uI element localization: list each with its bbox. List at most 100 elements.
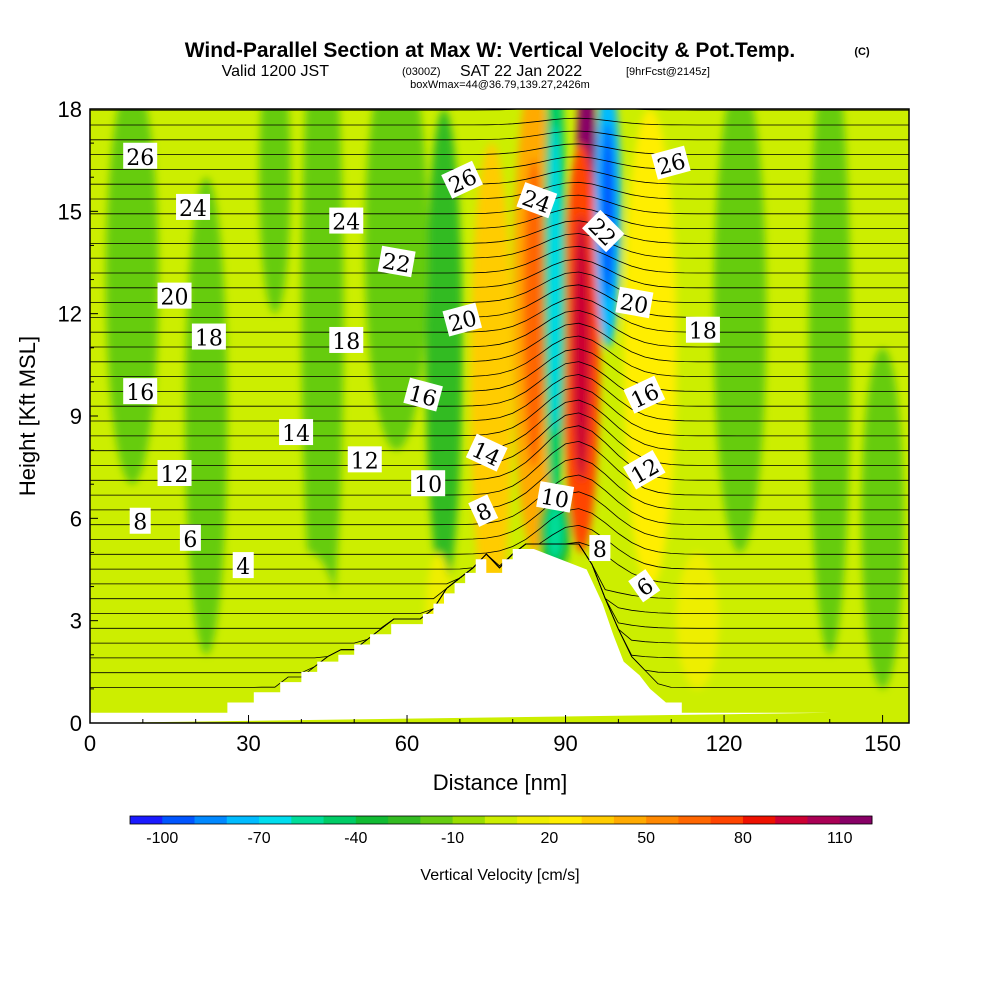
w-cell-core	[523, 158, 545, 469]
contour-label-box	[403, 377, 443, 412]
contour-label-text: 24	[179, 197, 207, 222]
colorbar-segment	[613, 816, 647, 824]
colorbar-tick: -100	[146, 830, 178, 847]
colorbar-tick: -70	[247, 830, 270, 847]
colorbar-segment	[742, 816, 776, 824]
colorbar-tick: 50	[637, 830, 655, 847]
w-cell-core	[601, 122, 615, 301]
contour-label-text: 8	[133, 511, 147, 536]
theta-contour	[90, 374, 909, 422]
x-axis: 0 30 60 90 120 150	[84, 715, 901, 756]
w-cell	[105, 109, 159, 485]
contour-label-text: 20	[618, 290, 650, 319]
theta-contour	[90, 109, 909, 111]
w-cell	[259, 109, 291, 314]
contour-label-box	[628, 569, 661, 603]
colorbar-segment	[259, 816, 292, 824]
contour-label: 8	[468, 494, 499, 527]
colorbar-tick-labels: -100 -70 -40 -10 20 50 80 110	[146, 830, 852, 847]
contour-label-box	[347, 446, 382, 473]
contour-label-text: 24	[332, 211, 360, 236]
theta-contour	[90, 220, 909, 244]
contour-label-text: 26	[126, 146, 154, 171]
theta-contour	[90, 491, 909, 540]
colorbar-segment	[549, 816, 583, 824]
theta-contour	[90, 93, 909, 96]
contour-label: 26	[123, 142, 158, 171]
contour-label-box	[441, 160, 483, 199]
contour-label-box	[465, 433, 508, 472]
theta-contour	[90, 386, 909, 437]
contour-label: 16	[623, 375, 666, 414]
y-tick-label: 9	[70, 404, 82, 429]
contour-label-box	[536, 481, 575, 513]
x-tick-label: 150	[864, 731, 901, 756]
x-axis-label: Distance [nm]	[433, 770, 568, 795]
contour-label: 18	[329, 326, 364, 355]
contour-label: 24	[329, 207, 364, 236]
theta-contour	[90, 297, 909, 333]
colorbar-segment	[194, 816, 228, 824]
colorbar-segment	[226, 816, 260, 824]
valid-date: SAT 22 Jan 2022	[460, 63, 582, 80]
contour-label: 20	[615, 286, 654, 320]
theta-contour	[90, 233, 909, 259]
colorbar-segment	[291, 816, 325, 824]
forecast-info: [9hrFcst@2145z]	[626, 66, 710, 78]
vertical-velocity-field	[105, 109, 904, 723]
contour-label-box	[157, 459, 192, 486]
theta-contour	[90, 425, 909, 481]
contour-label-box	[123, 378, 158, 405]
w-cell	[676, 552, 719, 689]
theta-contour	[90, 130, 909, 141]
theta-contour	[90, 508, 909, 555]
colorbar-tick: -40	[344, 830, 367, 847]
theta-contour	[90, 361, 909, 407]
theta-contour	[90, 207, 909, 230]
contour-label: 12	[157, 459, 192, 488]
contour-label-box	[157, 282, 192, 309]
contour-label-text: 10	[539, 485, 571, 514]
contour-label-box	[123, 142, 158, 169]
colorbar-segment	[678, 816, 712, 824]
colorbar-segment	[517, 816, 550, 824]
theta-contour	[90, 335, 909, 378]
contour-label-text: 18	[195, 327, 223, 352]
colorbar-segment	[484, 816, 518, 824]
contour-label: 18	[191, 323, 226, 352]
contour-label: 8	[589, 535, 611, 563]
contour-label: 24	[176, 193, 211, 222]
contour-label-text: 16	[126, 381, 154, 406]
contour-label-text: 4	[236, 555, 250, 580]
w-cell	[861, 347, 904, 689]
terrain	[90, 549, 830, 723]
contour-label-text: 8	[593, 538, 607, 563]
contour-label-text: 12	[351, 449, 379, 474]
theta-contour	[90, 457, 909, 511]
box-info: boxWmax=44@36.79,139.27,2426m	[410, 79, 590, 91]
y-axis: 0 3 6 9 12 15 18	[58, 97, 98, 736]
valid-time: Valid 1200 JST	[222, 63, 330, 80]
contour-label: 10	[411, 470, 446, 498]
contour-label-box	[685, 316, 720, 343]
contour-label-box	[589, 535, 611, 562]
y-tick-label: 15	[58, 199, 82, 224]
y-tick-label: 12	[58, 302, 82, 327]
w-cell	[185, 177, 228, 655]
contour-label-box	[411, 470, 446, 497]
colorbar-segment	[581, 816, 615, 824]
w-cell	[808, 109, 851, 655]
contour-label-text: 20	[161, 286, 189, 311]
x-tick-label: 60	[395, 731, 419, 756]
potential-temperature-contours	[90, 93, 909, 688]
colorbar-segment	[355, 816, 389, 824]
contour-label-box	[516, 182, 558, 219]
theta-contour	[90, 271, 909, 304]
w-cell	[364, 109, 429, 451]
contour-label: 18	[685, 316, 720, 345]
contour-label-box	[279, 419, 314, 446]
theta-contour	[90, 169, 909, 185]
theta-contour	[90, 258, 909, 289]
